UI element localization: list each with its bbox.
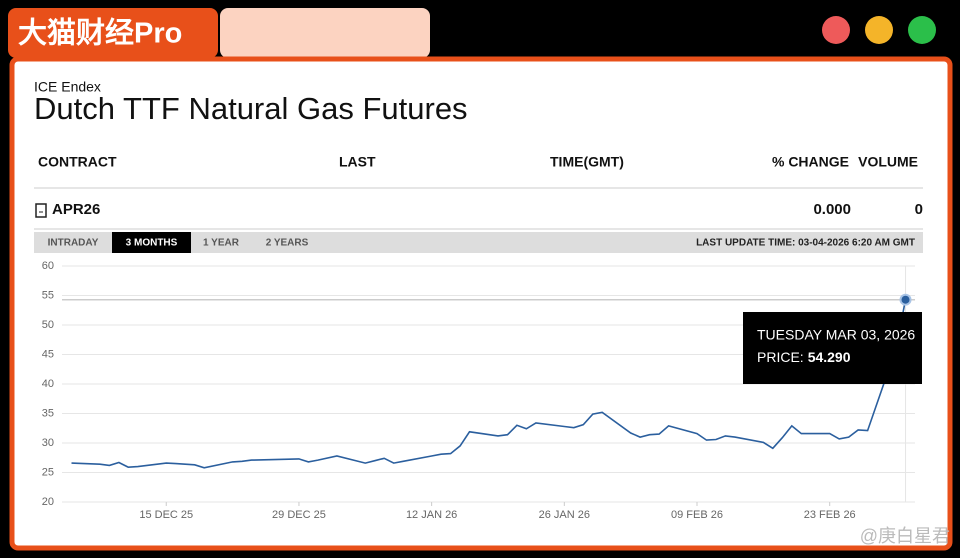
y-tick-label: 40 <box>42 378 54 390</box>
y-tick-label: 55 <box>42 289 54 301</box>
minimize-dot[interactable] <box>865 16 893 44</box>
blank-tab[interactable] <box>220 8 430 58</box>
brand-tab <box>8 8 218 58</box>
y-tick-label: 35 <box>42 407 54 419</box>
doc-icon <box>35 203 47 218</box>
brand: 大猫财经Pro <box>18 16 182 50</box>
tooltip <box>743 312 922 384</box>
x-tick-label: 15 DEC 25 <box>139 509 193 521</box>
x-tick-label: 26 JAN 26 <box>539 509 590 521</box>
price-label: PRICE: <box>757 349 804 365</box>
page-title: Dutch TTF Natural Gas Futures <box>34 91 468 126</box>
volume: 0 <box>915 201 923 218</box>
column-header: % CHANGE <box>772 154 849 170</box>
last-update: LAST UPDATE TIME: 03-04-2026 6:20 AM GMT <box>696 238 915 249</box>
watermark: @庚白星君 <box>860 526 950 546</box>
price-value: 54.290 <box>808 349 851 365</box>
close-dot[interactable] <box>822 16 850 44</box>
hover-point <box>899 293 912 306</box>
y-tick-label: 45 <box>42 348 54 360</box>
x-tick-label: 23 FEB 26 <box>804 509 856 521</box>
x-tick-label: 29 DEC 25 <box>272 509 326 521</box>
active-tab[interactable] <box>112 232 191 253</box>
tab[interactable]: 1 YEAR <box>203 238 240 249</box>
column-header: TIME(GMT) <box>550 154 624 170</box>
y-tick-label: 25 <box>42 466 54 478</box>
contract[interactable]: APR26 <box>52 201 100 218</box>
tab[interactable]: INTRADAY <box>48 238 99 249</box>
column-header: CONTRACT <box>38 154 117 170</box>
price-line <box>71 299 907 469</box>
column-header: VOLUME <box>858 154 918 170</box>
source: ICE Endex <box>34 79 101 95</box>
tooltip-price: PRICE: 54.290 <box>757 349 851 365</box>
tab[interactable]: 2 YEARS <box>266 238 309 249</box>
change: 0.000 <box>813 201 851 218</box>
y-tick-label: 50 <box>42 319 54 331</box>
y-tick-label: 30 <box>42 437 54 449</box>
tab[interactable]: 3 MONTHS <box>126 238 178 249</box>
tab-bar <box>34 232 923 253</box>
column-header: LAST <box>339 154 376 170</box>
tooltip-date: TUESDAY MAR 03, 2026 <box>757 327 915 343</box>
y-tick-label: 20 <box>42 496 54 508</box>
panel <box>9 56 953 551</box>
y-tick-label: 60 <box>42 260 54 272</box>
x-tick-label: 09 FEB 26 <box>671 509 723 521</box>
maximize-dot[interactable] <box>908 16 936 44</box>
x-tick-label: 12 JAN 26 <box>406 509 457 521</box>
